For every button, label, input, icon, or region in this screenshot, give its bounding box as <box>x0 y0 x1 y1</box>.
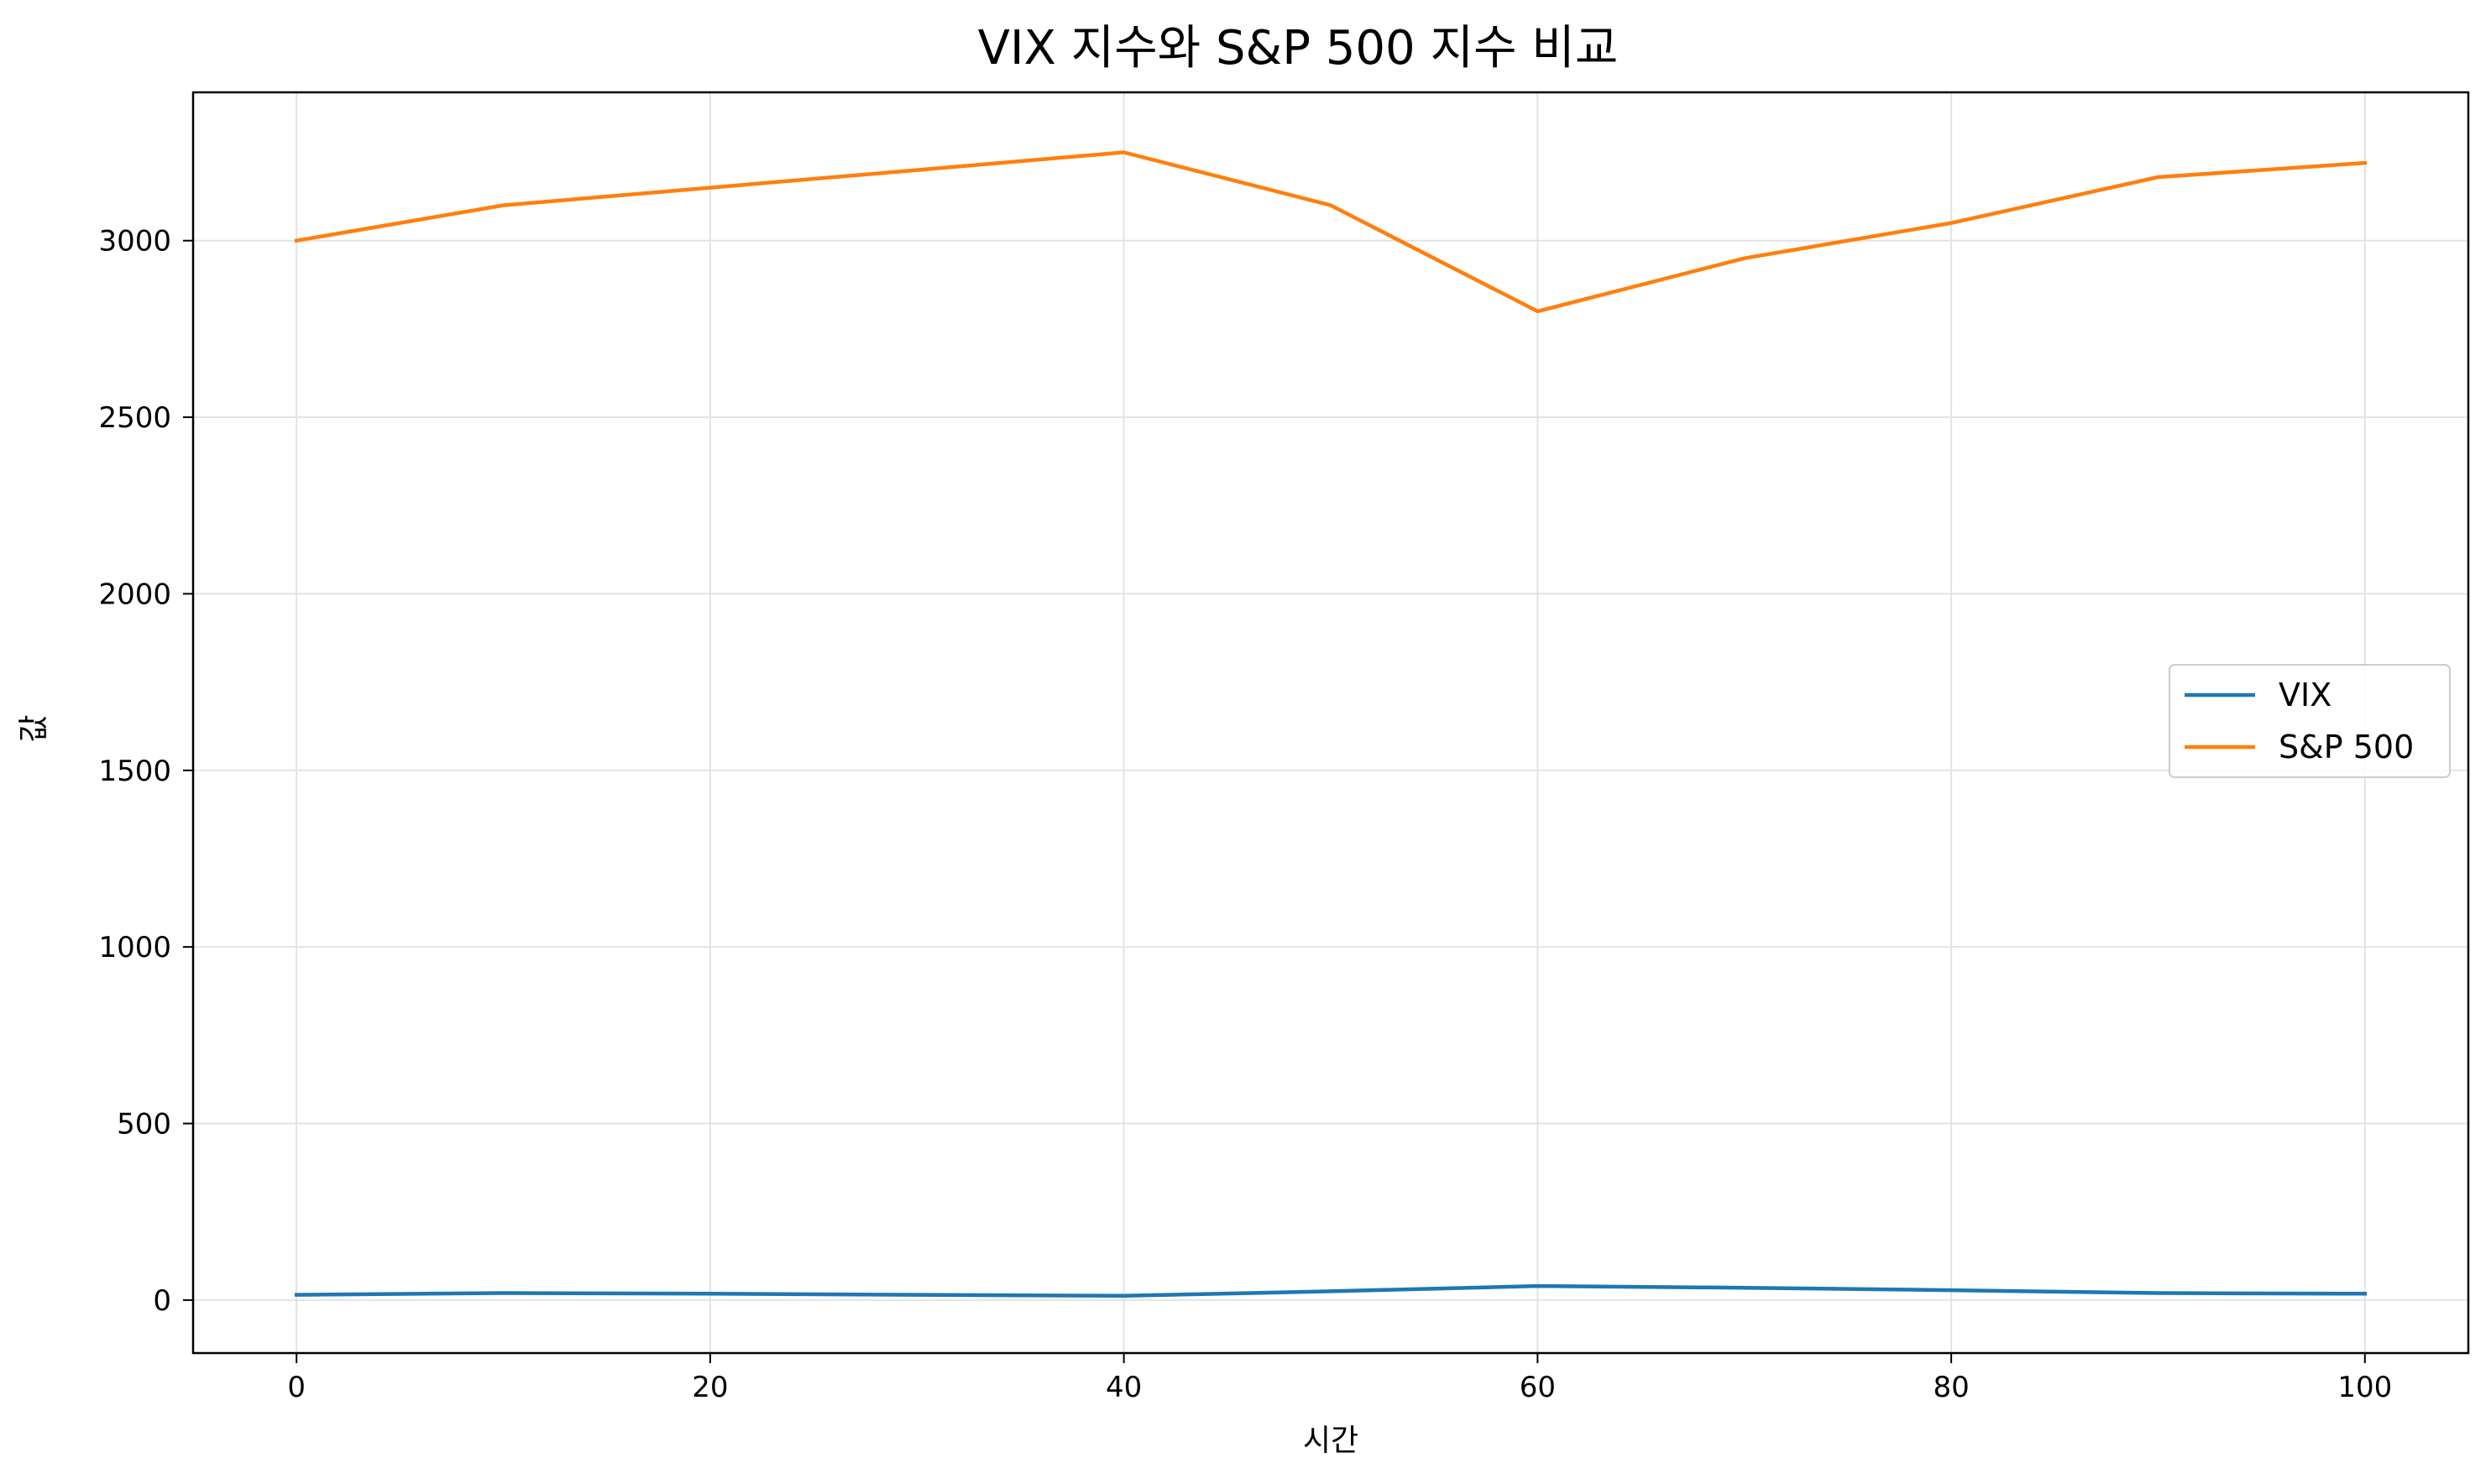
y-tick-label: 1000 <box>98 931 171 964</box>
x-tick-label: 80 <box>1933 1371 1969 1404</box>
series-line-s-p-500 <box>294 150 2368 314</box>
legend-box <box>2169 664 2451 778</box>
legend-label-s-p-500: S&P 500 <box>2279 729 2414 766</box>
x-axis: 0 20 40 60 80 100 <box>287 1353 2392 1404</box>
legend: VIX S&P 500 <box>2169 664 2451 778</box>
y-tick-label: 0 <box>153 1284 171 1318</box>
x-axis-label: 시간 <box>1303 1424 1358 1458</box>
y-tick-label: 1500 <box>98 755 171 788</box>
y-tick-label: 2500 <box>98 401 171 435</box>
plot-frame <box>191 91 2470 1355</box>
y-axis: 0 500 1000 1500 2000 2500 3000 <box>98 225 193 1318</box>
y-tick-label: 2000 <box>98 577 171 611</box>
x-tick-label: 60 <box>1520 1371 1556 1404</box>
chart-title: VIX 지수와 S&P 500 지수 비교 <box>978 21 1619 76</box>
x-tick-label: 0 <box>287 1371 306 1404</box>
series-line-vix <box>294 1283 2368 1298</box>
series-layer <box>294 150 2368 1298</box>
legend-label-vix: VIX <box>2279 677 2331 713</box>
x-tick-label: 40 <box>1106 1371 1142 1404</box>
y-axis-label: 값 <box>17 714 51 742</box>
y-tick-label: 500 <box>117 1108 171 1142</box>
y-tick-label: 3000 <box>98 225 171 259</box>
x-tick-label: 100 <box>2337 1371 2392 1404</box>
x-tick-label: 20 <box>692 1371 728 1404</box>
